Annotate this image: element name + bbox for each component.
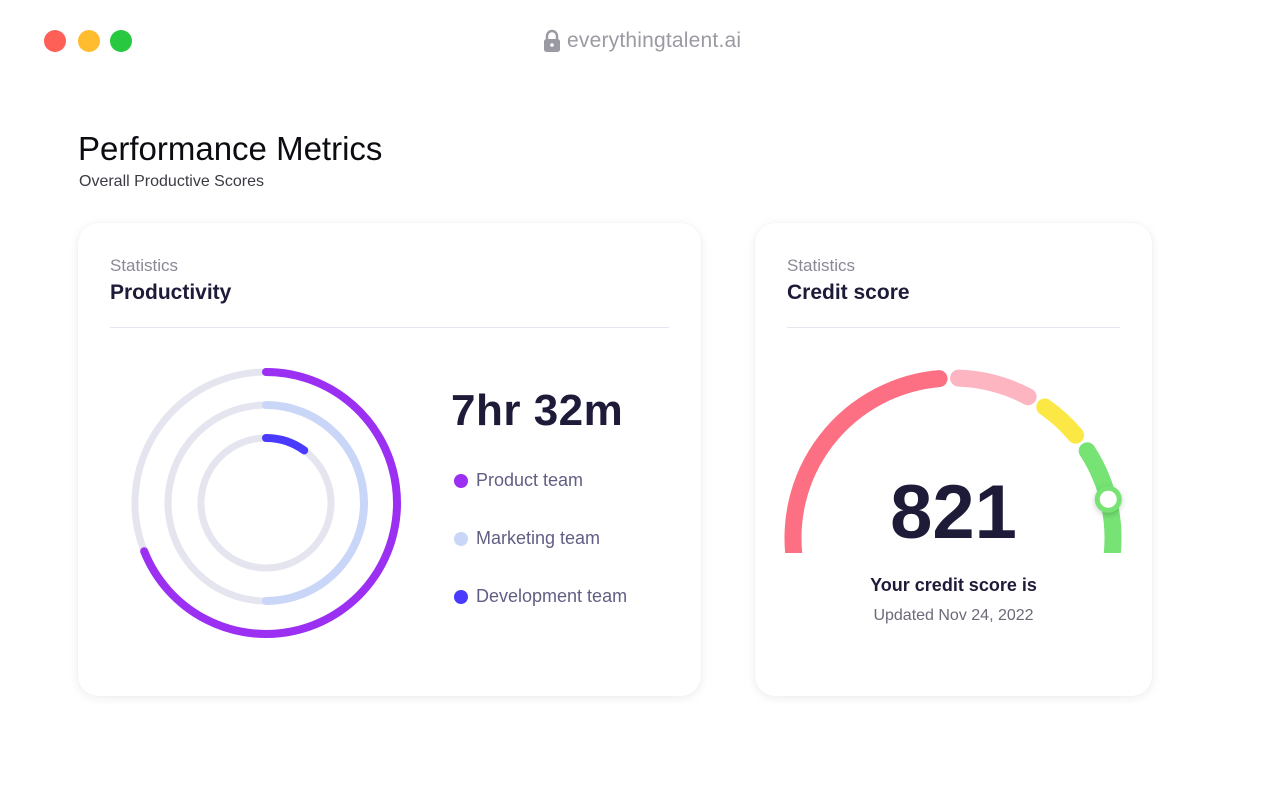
credit-score-card: Statistics Credit score 821 Your credit … (755, 223, 1152, 696)
divider (110, 327, 669, 328)
address-bar[interactable]: everythingtalent.ai (543, 28, 741, 54)
total-time-value: 7hr 32m (451, 386, 624, 435)
url-text: everythingtalent.ai (567, 29, 742, 52)
window-minimize-button[interactable] (78, 30, 100, 52)
productivity-title: Productivity (110, 281, 232, 304)
productivity-eyebrow: Statistics (110, 256, 179, 275)
gauge-segment (950, 369, 1037, 406)
window-titlebar: everythingtalent.ai (0, 0, 1275, 82)
page-title: Performance Metrics (78, 130, 383, 167)
credit-title: Credit score (787, 281, 910, 304)
ring-progress-marketing-team (262, 401, 368, 605)
ring-progress-product-team (140, 368, 401, 638)
ring-progress-development-team (262, 434, 309, 455)
divider (787, 327, 1120, 328)
ring-track (197, 434, 335, 572)
gauge-segment (1036, 398, 1085, 444)
page-subtitle: Overall Productive Scores (79, 173, 264, 190)
window-maximize-button[interactable] (110, 30, 132, 52)
legend-item-development-team: Development team (454, 586, 627, 607)
window-close-button[interactable] (44, 30, 66, 52)
credit-score-caption: Your credit score is (870, 575, 1037, 595)
legend-dot (454, 589, 468, 604)
legend-dot (454, 473, 468, 488)
legend-item-product-team: Product team (454, 470, 583, 491)
productivity-rings-chart (131, 368, 401, 638)
credit-score-value: 821 (890, 470, 1017, 555)
credit-eyebrow: Statistics (787, 256, 856, 275)
legend-label: Marketing team (476, 528, 601, 548)
legend-dot (454, 531, 468, 546)
credit-score-gauge (784, 369, 1122, 553)
gauge-indicator (1094, 485, 1122, 513)
credit-score-updated: Updated Nov 24, 2022 (873, 607, 1034, 624)
legend-item-marketing-team: Marketing team (454, 528, 600, 549)
lock-icon (544, 29, 560, 52)
productivity-card: Statistics Productivity 7hr 32m Product … (78, 223, 701, 696)
legend-label: Development team (476, 586, 628, 606)
legend-label: Product team (476, 470, 584, 490)
gauge-segment (784, 370, 948, 553)
